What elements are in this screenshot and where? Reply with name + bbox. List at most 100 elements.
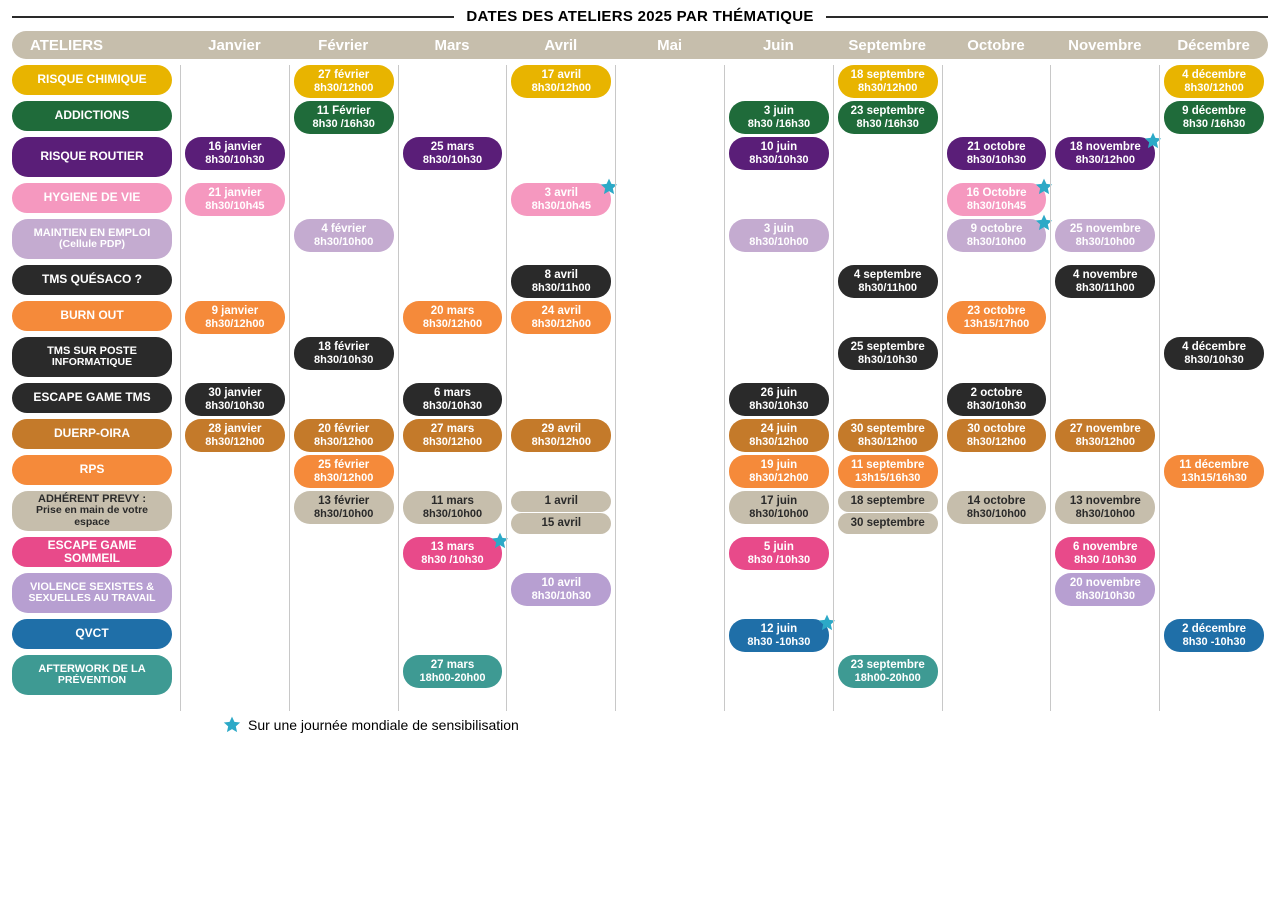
category-qvct: QVCT [12, 619, 172, 649]
event-pill: 23 septembre18h00-20h00 [838, 655, 938, 688]
category-label: RPS [20, 463, 164, 476]
event-date: 24 juin [735, 423, 823, 436]
event-date: 25 février [300, 459, 388, 472]
category-label: TMS QUÉSACO ? [20, 273, 164, 286]
event-date: 30 janvier [191, 387, 279, 400]
event-date: 15 avril [517, 517, 605, 530]
event-pill: 18 février8h30/10h30 [294, 337, 394, 370]
event-pill: 16 Octobre8h30/10h45 [947, 183, 1047, 216]
event-date: 20 novembre [1061, 577, 1149, 590]
event-hours: 8h30/10h00 [735, 508, 823, 520]
event-hours: 8h30/10h00 [1061, 236, 1149, 248]
event-hours: 8h30/10h00 [409, 508, 497, 520]
event-hours: 8h30/10h30 [409, 400, 497, 412]
category-risque_routier: RISQUE ROUTIER [12, 137, 172, 177]
event-pill: 3 juin8h30 /16h30 [729, 101, 829, 134]
event-pill: 2 décembre8h30 -10h30 [1164, 619, 1264, 652]
event-date: 18 février [300, 341, 388, 354]
category-sublabel: Prise en main de votre espace [20, 505, 164, 529]
event-hours: 13h15/16h30 [1170, 472, 1258, 484]
category-adherent: ADHÉRENT PREVY :Prise en main de votre e… [12, 491, 172, 531]
event-date: 2 décembre [1170, 623, 1258, 636]
category-tmsq: TMS QUÉSACO ? [12, 265, 172, 295]
event-hours: 8h30/10h00 [953, 236, 1041, 248]
event-hours: 18h00-20h00 [409, 672, 497, 684]
event-date: 25 mars [409, 141, 497, 154]
event-hours: 8h30 -10h30 [1170, 636, 1258, 648]
event-hours: 8h30 -10h30 [735, 636, 823, 648]
event-pill: 30 octobre8h30/12h00 [947, 419, 1047, 452]
event-date: 27 février [300, 69, 388, 82]
event-hours: 8h30/12h00 [1061, 436, 1149, 448]
event-hours: 8h30/10h00 [300, 236, 388, 248]
category-label: ADDICTIONS [20, 109, 164, 122]
category-column: RISQUE CHIMIQUEADDICTIONSRISQUE ROUTIERH… [12, 65, 180, 711]
event-hours: 8h30/10h30 [517, 590, 605, 602]
event-date: 26 juin [735, 387, 823, 400]
event-date: 13 novembre [1061, 495, 1149, 508]
event-date: 9 décembre [1170, 105, 1258, 118]
event-pill: 17 avril8h30/12h00 [511, 65, 611, 98]
event-date: 1 avril [517, 495, 605, 508]
event-pill: 27 mars18h00-20h00 [403, 655, 503, 688]
event-hours: 8h30 /16h30 [300, 118, 388, 130]
event-date: 11 Février [300, 105, 388, 118]
event-hours: 8h30 /16h30 [1170, 118, 1258, 130]
event-date: 30 septembre [844, 517, 932, 530]
event-date: 3 avril [517, 187, 605, 200]
event-pill: 9 décembre8h30 /16h30 [1164, 101, 1264, 134]
event-pill: 23 septembre8h30 /16h30 [838, 101, 938, 134]
event-pill: 27 novembre8h30/12h00 [1055, 419, 1155, 452]
event-pill: 13 février8h30/10h00 [294, 491, 394, 524]
category-hygiene: HYGIENE DE VIE [12, 183, 172, 213]
event-pill: 29 avril8h30/12h00 [511, 419, 611, 452]
event-pill: 13 novembre8h30/10h00 [1055, 491, 1155, 524]
month-col-décembre: 4 décembre8h30/12h009 décembre8h30 /16h3… [1159, 65, 1268, 711]
event-pill: 11 Février8h30 /16h30 [294, 101, 394, 134]
header-month: Février [289, 37, 398, 54]
event-date: 17 juin [735, 495, 823, 508]
event-pill: 4 décembre8h30/12h00 [1164, 65, 1264, 98]
event-hours: 8h30/10h30 [953, 154, 1041, 166]
category-label: HYGIENE DE VIE [20, 191, 164, 204]
event-date: 5 juin [735, 541, 823, 554]
event-date: 8 avril [517, 269, 605, 282]
header-month: Juin [724, 37, 833, 54]
event-date: 20 février [300, 423, 388, 436]
header-month: Octobre [942, 37, 1051, 54]
event-pill: 18 septembre [838, 491, 938, 512]
event-hours: 13h15/17h00 [953, 318, 1041, 330]
event-pill: 20 novembre8h30/10h30 [1055, 573, 1155, 606]
event-pill: 24 avril8h30/12h00 [511, 301, 611, 334]
event-hours: 8h30/11h00 [844, 282, 932, 294]
event-date: 4 décembre [1170, 341, 1258, 354]
event-pill: 11 septembre13h15/16h30 [838, 455, 938, 488]
event-pill: 1 avril [511, 491, 611, 512]
event-hours: 8h30/12h00 [191, 318, 279, 330]
event-date: 3 juin [735, 223, 823, 236]
event-pill: 9 octobre8h30/10h00 [947, 219, 1047, 252]
event-hours: 8h30/11h00 [517, 282, 605, 294]
month-col-février: 27 février8h30/12h0011 Février8h30 /16h3… [289, 65, 398, 711]
event-hours: 8h30/12h00 [191, 436, 279, 448]
event-pill: 25 février8h30/12h00 [294, 455, 394, 488]
event-date: 25 novembre [1061, 223, 1149, 236]
event-date: 30 octobre [953, 423, 1041, 436]
event-date: 9 octobre [953, 223, 1041, 236]
title-row: DATES DES ATELIERS 2025 PAR THÉMATIQUE [12, 8, 1268, 25]
event-pill: 4 février8h30/10h00 [294, 219, 394, 252]
category-burnout: BURN OUT [12, 301, 172, 331]
category-violence: VIOLENCE SEXISTES &SEXUELLES AU TRAVAIL [12, 573, 172, 613]
category-sommeil: ESCAPE GAME SOMMEIL [12, 537, 172, 567]
event-pill: 20 février8h30/12h00 [294, 419, 394, 452]
header-month: Décembre [1159, 37, 1268, 54]
event-pill: 15 avril [511, 513, 611, 534]
month-col-octobre: 21 octobre8h30/10h30 16 Octobre8h30/10h45… [942, 65, 1051, 711]
event-date: 27 mars [409, 423, 497, 436]
event-hours: 8h30/11h00 [1061, 282, 1149, 294]
event-date: 21 octobre [953, 141, 1041, 154]
event-date: 4 septembre [844, 269, 932, 282]
event-date: 6 mars [409, 387, 497, 400]
event-date: 18 novembre [1061, 141, 1149, 154]
category-rps: RPS [12, 455, 172, 485]
